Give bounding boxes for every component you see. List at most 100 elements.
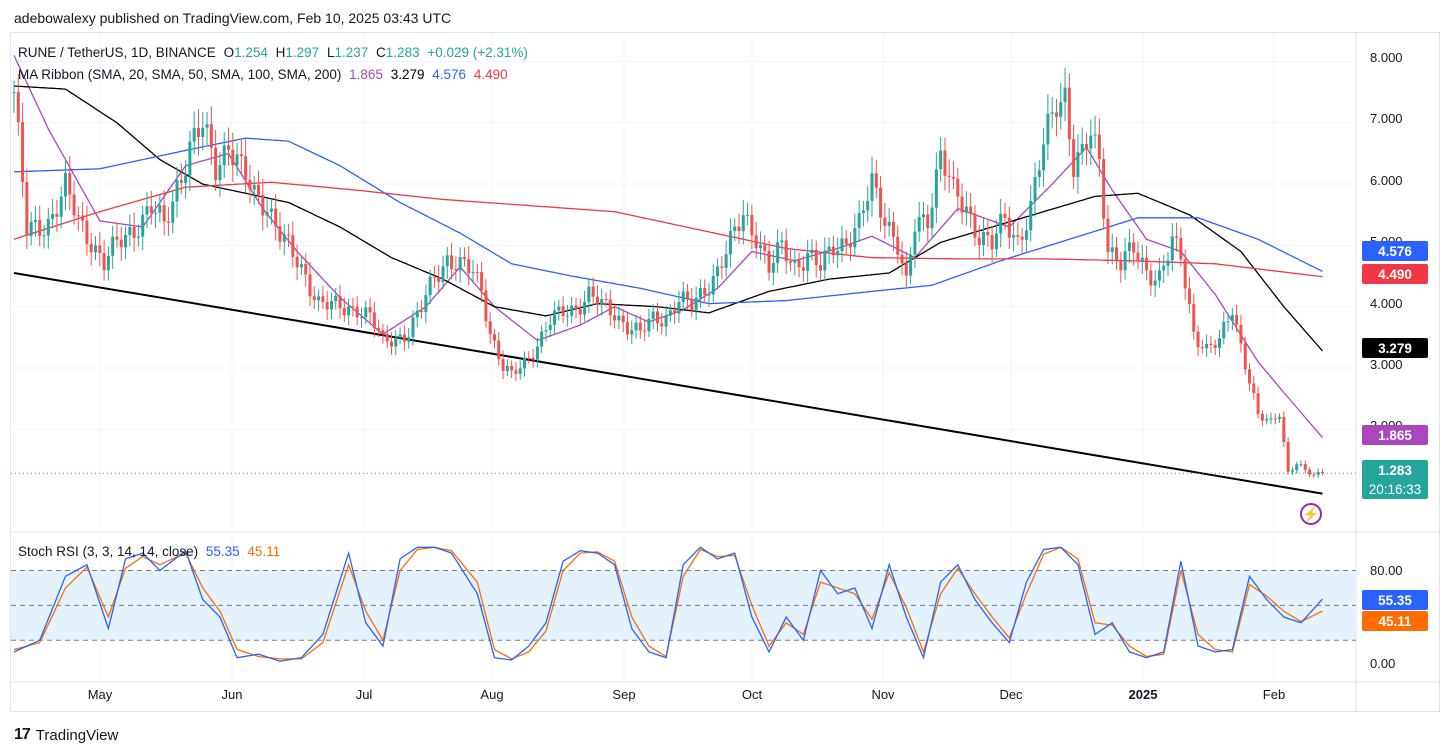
candle-body xyxy=(1256,393,1260,414)
candle-body xyxy=(917,217,921,232)
candle-body xyxy=(1235,315,1239,325)
candle-body xyxy=(553,310,557,325)
candle-body xyxy=(317,296,321,301)
candle-body xyxy=(849,244,853,248)
candle-body xyxy=(595,296,599,305)
candle-body xyxy=(827,246,831,251)
ma-line-0 xyxy=(13,55,1323,439)
candle-body xyxy=(681,291,685,302)
candle-body xyxy=(904,263,908,276)
candle-body xyxy=(128,226,132,236)
candle-body xyxy=(450,255,454,270)
candle-body xyxy=(484,290,488,322)
candle-body xyxy=(162,205,166,222)
ma-ribbon-label[interactable]: MA Ribbon (SMA, 20, SMA, 50, SMA, 100, S… xyxy=(18,67,342,82)
lightning-icon[interactable]: ⚡ xyxy=(1300,503,1322,525)
candle-body xyxy=(85,220,89,244)
candle-body xyxy=(1042,144,1046,171)
candle-body xyxy=(372,312,376,329)
candle-body xyxy=(179,180,183,183)
tradingview-logo-icon: 17 xyxy=(14,726,31,743)
candle-body xyxy=(334,295,338,302)
candle-body xyxy=(879,187,883,218)
candle-body xyxy=(1248,369,1252,384)
candle-body xyxy=(342,308,346,316)
candle-body xyxy=(982,231,986,246)
candle-body xyxy=(42,235,46,237)
candle-body xyxy=(831,246,835,256)
candle-body xyxy=(634,322,638,331)
chart-frame[interactable] xyxy=(10,32,1440,712)
time-tick: May xyxy=(87,687,113,702)
candle-body xyxy=(274,208,278,227)
candle-body xyxy=(1089,135,1093,149)
candle-body xyxy=(166,221,170,223)
stoch-d-badge: 45.11 xyxy=(1362,611,1428,631)
candle-body xyxy=(883,217,887,226)
candle-body xyxy=(853,228,857,248)
candle-body xyxy=(222,145,226,166)
candle-body xyxy=(261,194,265,216)
candle-body xyxy=(312,296,316,301)
candle-body xyxy=(1059,102,1063,117)
candle-body xyxy=(119,239,123,248)
candle-body xyxy=(420,310,424,312)
candle-body xyxy=(402,334,406,342)
price-tick: 4.000 xyxy=(1370,296,1403,311)
candle-body xyxy=(437,277,441,282)
candle-body xyxy=(686,291,690,299)
candle-body xyxy=(1209,343,1213,345)
candle-body xyxy=(1239,324,1243,344)
candle-body xyxy=(625,322,629,335)
open-value: 1.254 xyxy=(234,45,268,60)
candle-body xyxy=(205,124,209,128)
candle-body xyxy=(1063,87,1067,103)
candle-body xyxy=(874,173,878,188)
candle-body xyxy=(291,235,295,257)
candle-body xyxy=(102,253,106,271)
candle-body xyxy=(175,180,179,202)
candle-body xyxy=(591,286,595,297)
candle-body xyxy=(1115,247,1119,262)
candle-body xyxy=(574,305,578,309)
stoch-rsi-label[interactable]: Stoch RSI (3, 3, 14, 14, close) xyxy=(18,544,199,559)
candle-body xyxy=(1003,213,1007,218)
candle-body xyxy=(617,315,621,321)
ma20-value: 1.865 xyxy=(349,67,383,82)
candle-body xyxy=(214,147,218,181)
candle-body xyxy=(780,240,784,243)
symbol-pair[interactable]: RUNE / TetherUS, 1D, BINANCE xyxy=(18,45,216,60)
candle-body xyxy=(806,253,810,271)
candle-body xyxy=(428,276,432,296)
candle-body xyxy=(836,251,840,256)
candle-body xyxy=(46,218,50,236)
candle-body xyxy=(248,179,252,190)
candle-body xyxy=(1093,134,1097,136)
candle-body xyxy=(703,288,707,296)
footer-brand: 17 TradingView xyxy=(14,726,118,744)
candle-body xyxy=(1123,251,1127,271)
candle-body xyxy=(257,184,261,195)
candle-body xyxy=(793,260,797,263)
candle-body xyxy=(81,215,85,221)
candle-body xyxy=(347,306,351,316)
candle-body xyxy=(184,175,188,183)
candle-body xyxy=(235,154,239,166)
candle-body xyxy=(201,127,205,137)
candle-body xyxy=(227,145,230,150)
brand-name[interactable]: TradingView xyxy=(35,726,119,744)
candle-body xyxy=(973,213,977,238)
candle-body xyxy=(304,264,308,275)
time-tick: Aug xyxy=(480,687,504,702)
candle-body xyxy=(33,219,37,222)
candle-body xyxy=(728,231,732,255)
candle-body xyxy=(613,315,617,321)
high-value: 1.297 xyxy=(285,45,320,60)
candle-body xyxy=(994,233,998,250)
candle-body xyxy=(810,249,814,254)
candle-body xyxy=(1175,236,1179,238)
candle-body xyxy=(377,328,381,331)
candle-body xyxy=(492,334,496,341)
candle-body xyxy=(518,368,522,374)
